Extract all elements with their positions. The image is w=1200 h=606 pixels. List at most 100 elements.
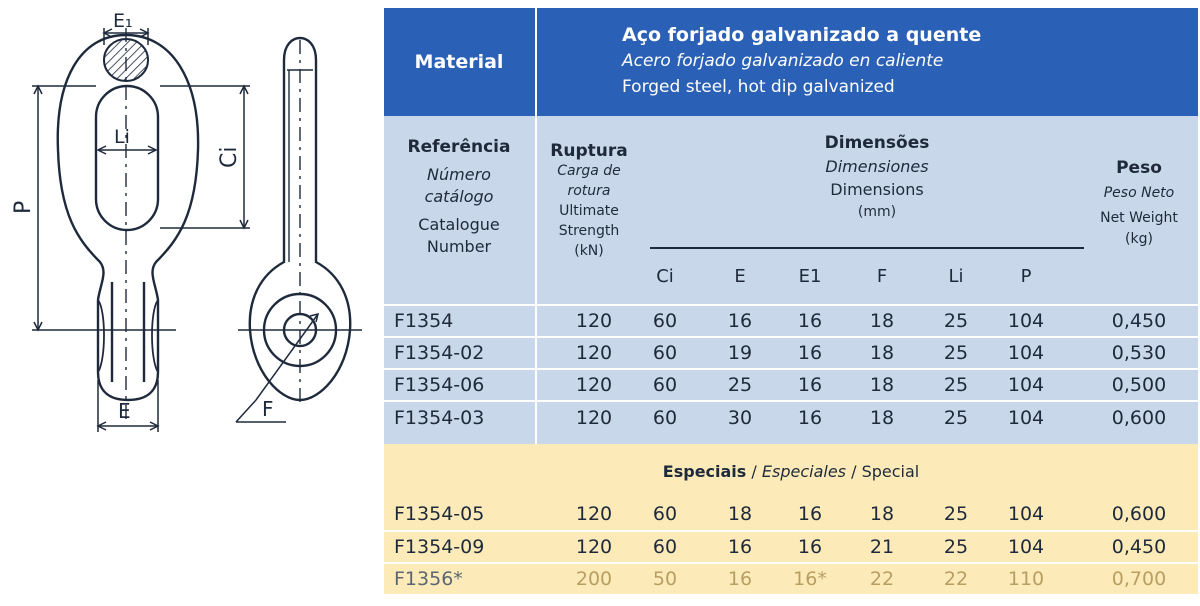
cell-rupture: 120 <box>575 342 613 364</box>
cell-f: 18 <box>869 310 895 332</box>
cell-weight: 0,600 <box>1111 407 1167 429</box>
header-col-ci: Ci <box>656 266 674 287</box>
cell-li: 25 <box>943 374 969 396</box>
cell-e1: 16 <box>797 374 823 396</box>
cell-ref: F1354-09 <box>394 536 485 558</box>
cell-f: 18 <box>869 342 895 364</box>
header-weight-unit: (kg) <box>1125 231 1153 247</box>
cell-ref: F1354-06 <box>394 374 485 396</box>
front-view <box>56 33 200 402</box>
special-heading-es: Especiales <box>761 461 846 481</box>
reference-column-divider <box>535 116 537 444</box>
material-label: Material <box>414 51 504 73</box>
header-col-li: Li <box>948 266 964 287</box>
cell-ci: 60 <box>652 407 678 429</box>
cell-p: 104 <box>1007 536 1045 558</box>
header-col-f: F <box>876 266 888 287</box>
cell-f: 21 <box>869 536 895 558</box>
cell-ci: 60 <box>652 374 678 396</box>
header-reference-en-1: Catalogue <box>418 215 500 234</box>
cell-ref: F1354-02 <box>394 342 485 364</box>
cell-e1: 16 <box>797 536 823 558</box>
cell-ref: F1354-03 <box>394 407 485 429</box>
cell-e: 16 <box>727 536 753 558</box>
cell-p: 104 <box>1007 342 1045 364</box>
header-reference-pt: Referência <box>407 137 511 157</box>
special-heading-sep-2: / <box>846 461 862 481</box>
cell-ref: F1356* <box>394 568 463 590</box>
cell-weight: 0,600 <box>1111 503 1167 525</box>
cell-ci: 60 <box>652 536 678 558</box>
header-rupture: Ruptura Carga de rotura Ultimate Strengt… <box>539 141 639 261</box>
material-band: Material Aço forjado galvanizado a quent… <box>384 8 1198 116</box>
e1-dimension <box>102 28 150 45</box>
special-heading: Especiais / Especiales / Special <box>384 444 1198 498</box>
cell-weight: 0,530 <box>1111 342 1167 364</box>
cell-e1: 16* <box>793 568 827 590</box>
material-es: Acero forjado galvanizado en caliente <box>622 51 944 71</box>
column-header-band: Referência Número catálogo Catalogue Num… <box>384 116 1198 304</box>
cell-e1: 16 <box>797 407 823 429</box>
header-dimensions: Dimensões Dimensiones Dimensions (mm) <box>652 132 1102 224</box>
header-rupture-en-2: Strength <box>558 223 620 239</box>
cell-e: 19 <box>727 342 753 364</box>
cell-weight: 0,450 <box>1111 310 1167 332</box>
cell-e1: 16 <box>797 503 823 525</box>
cell-rupture: 200 <box>575 568 613 590</box>
cell-rupture: 120 <box>575 310 613 332</box>
header-col-e1: E1 <box>798 266 822 287</box>
header-weight-en: Net Weight <box>1100 210 1178 226</box>
cell-rupture: 120 <box>575 503 613 525</box>
technical-drawing: E₁ Li Ci P E <box>11 10 362 432</box>
cell-f: 22 <box>869 568 895 590</box>
cell-li: 25 <box>943 342 969 364</box>
header-dimensions-en: Dimensions <box>830 180 924 199</box>
cell-ci: 60 <box>652 342 678 364</box>
cell-li: 25 <box>943 407 969 429</box>
cell-li: 25 <box>943 310 969 332</box>
special-heading-sep-1: / <box>746 461 762 481</box>
table-row: F1354 120 60 16 16 18 25 104 0,450 <box>384 304 1198 336</box>
header-rupture-es-1: Carga de <box>557 163 621 179</box>
li-label: Li <box>114 126 130 148</box>
cell-ci: 50 <box>652 568 678 590</box>
cell-p: 104 <box>1007 310 1045 332</box>
cell-e: 30 <box>727 407 753 429</box>
cell-rupture: 120 <box>575 536 613 558</box>
cell-p: 110 <box>1007 568 1045 590</box>
header-rupture-es-2: rotura <box>567 183 611 199</box>
ci-dimension <box>160 84 250 230</box>
header-weight-es: Peso Neto <box>1103 185 1175 201</box>
cell-e1: 16 <box>797 342 823 364</box>
material-divider <box>535 8 537 116</box>
cell-weight: 0,500 <box>1111 374 1167 396</box>
cell-p: 104 <box>1007 503 1045 525</box>
cell-rupture: 120 <box>575 374 613 396</box>
cell-p: 104 <box>1007 407 1045 429</box>
cell-f: 18 <box>869 374 895 396</box>
header-dimensions-unit: (mm) <box>857 204 897 220</box>
cell-ref: F1354 <box>394 310 454 332</box>
header-dimensions-es: Dimensiones <box>825 157 929 176</box>
cell-weight: 0,450 <box>1111 536 1167 558</box>
header-col-p: P <box>1020 266 1032 287</box>
header-reference-en-2: Number <box>426 237 492 256</box>
p-dimension <box>32 84 96 332</box>
header-col-e: E <box>734 266 746 287</box>
header-dimensions-pt: Dimensões <box>824 133 930 153</box>
header-weight-pt: Peso <box>1116 158 1162 178</box>
cell-ci: 60 <box>652 503 678 525</box>
header-reference: Referência Número catálogo Catalogue Num… <box>384 136 534 258</box>
f-label: F <box>262 397 274 421</box>
li-dimension <box>96 145 158 155</box>
special-heading-en: Special <box>861 461 920 481</box>
e1-label: E₁ <box>113 10 133 32</box>
table-row: F1354-06 120 60 25 16 18 25 104 0,500 <box>384 368 1198 400</box>
material-pt: Aço forjado galvanizado a quente <box>622 24 982 46</box>
material-en: Forged steel, hot dip galvanized <box>622 77 895 97</box>
header-weight: Peso Peso Neto Net Weight (kg) <box>1080 156 1198 247</box>
material-description: Aço forjado galvanizado a quente Acero f… <box>622 22 981 100</box>
f-dimension <box>235 312 320 423</box>
cell-e: 18 <box>727 503 753 525</box>
cell-e1: 16 <box>797 310 823 332</box>
